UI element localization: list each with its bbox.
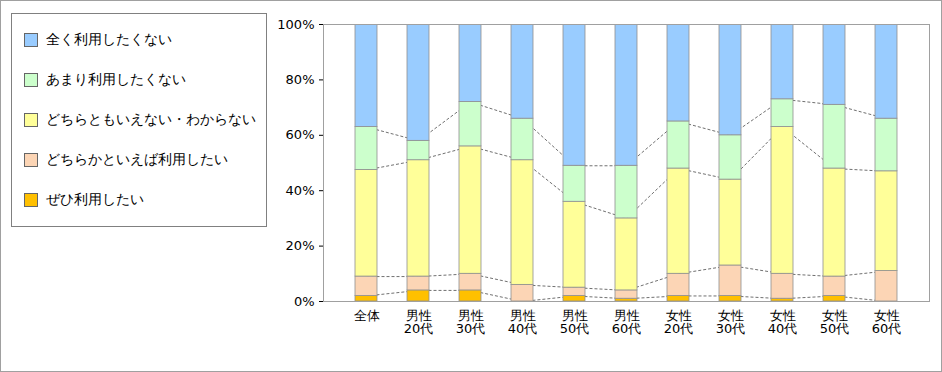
svg-text:女性20代: 女性20代 <box>664 308 694 336</box>
svg-text:20%: 20% <box>286 238 315 253</box>
svg-text:60%: 60% <box>286 127 315 142</box>
svg-text:全体: 全体 <box>354 308 380 323</box>
svg-text:男性40代: 男性40代 <box>508 308 538 336</box>
svg-text:男性20代: 男性20代 <box>404 308 434 336</box>
svg-text:女性30代: 女性30代 <box>716 308 746 336</box>
html-text:ぜひ利用したい: ぜひ利用したい <box>46 191 144 207</box>
html-text:全く利用したくない: 全く利用したくない <box>46 31 172 47</box>
svg-text:80%: 80% <box>286 72 315 87</box>
svg-text:男性50代: 男性50代 <box>560 308 590 336</box>
svg-text:男性60代: 男性60代 <box>612 308 642 336</box>
svg-text:男性30代: 男性30代 <box>456 308 486 336</box>
html-text:どちらともいえない・わからない: どちらともいえない・わからない <box>46 111 256 127</box>
html-text:あまり利用したくない: あまり利用したくない <box>46 71 186 87</box>
svg-text:女性40代: 女性40代 <box>768 308 798 336</box>
svg-text:40%: 40% <box>286 183 315 198</box>
svg-text:女性50代: 女性50代 <box>820 308 850 336</box>
svg-text:0%: 0% <box>294 294 315 309</box>
svg-text:100%: 100% <box>277 17 314 32</box>
svg-text:女性60代: 女性60代 <box>872 308 902 336</box>
html-text:どちらかといえば利用したい: どちらかといえば利用したい <box>46 151 228 167</box>
